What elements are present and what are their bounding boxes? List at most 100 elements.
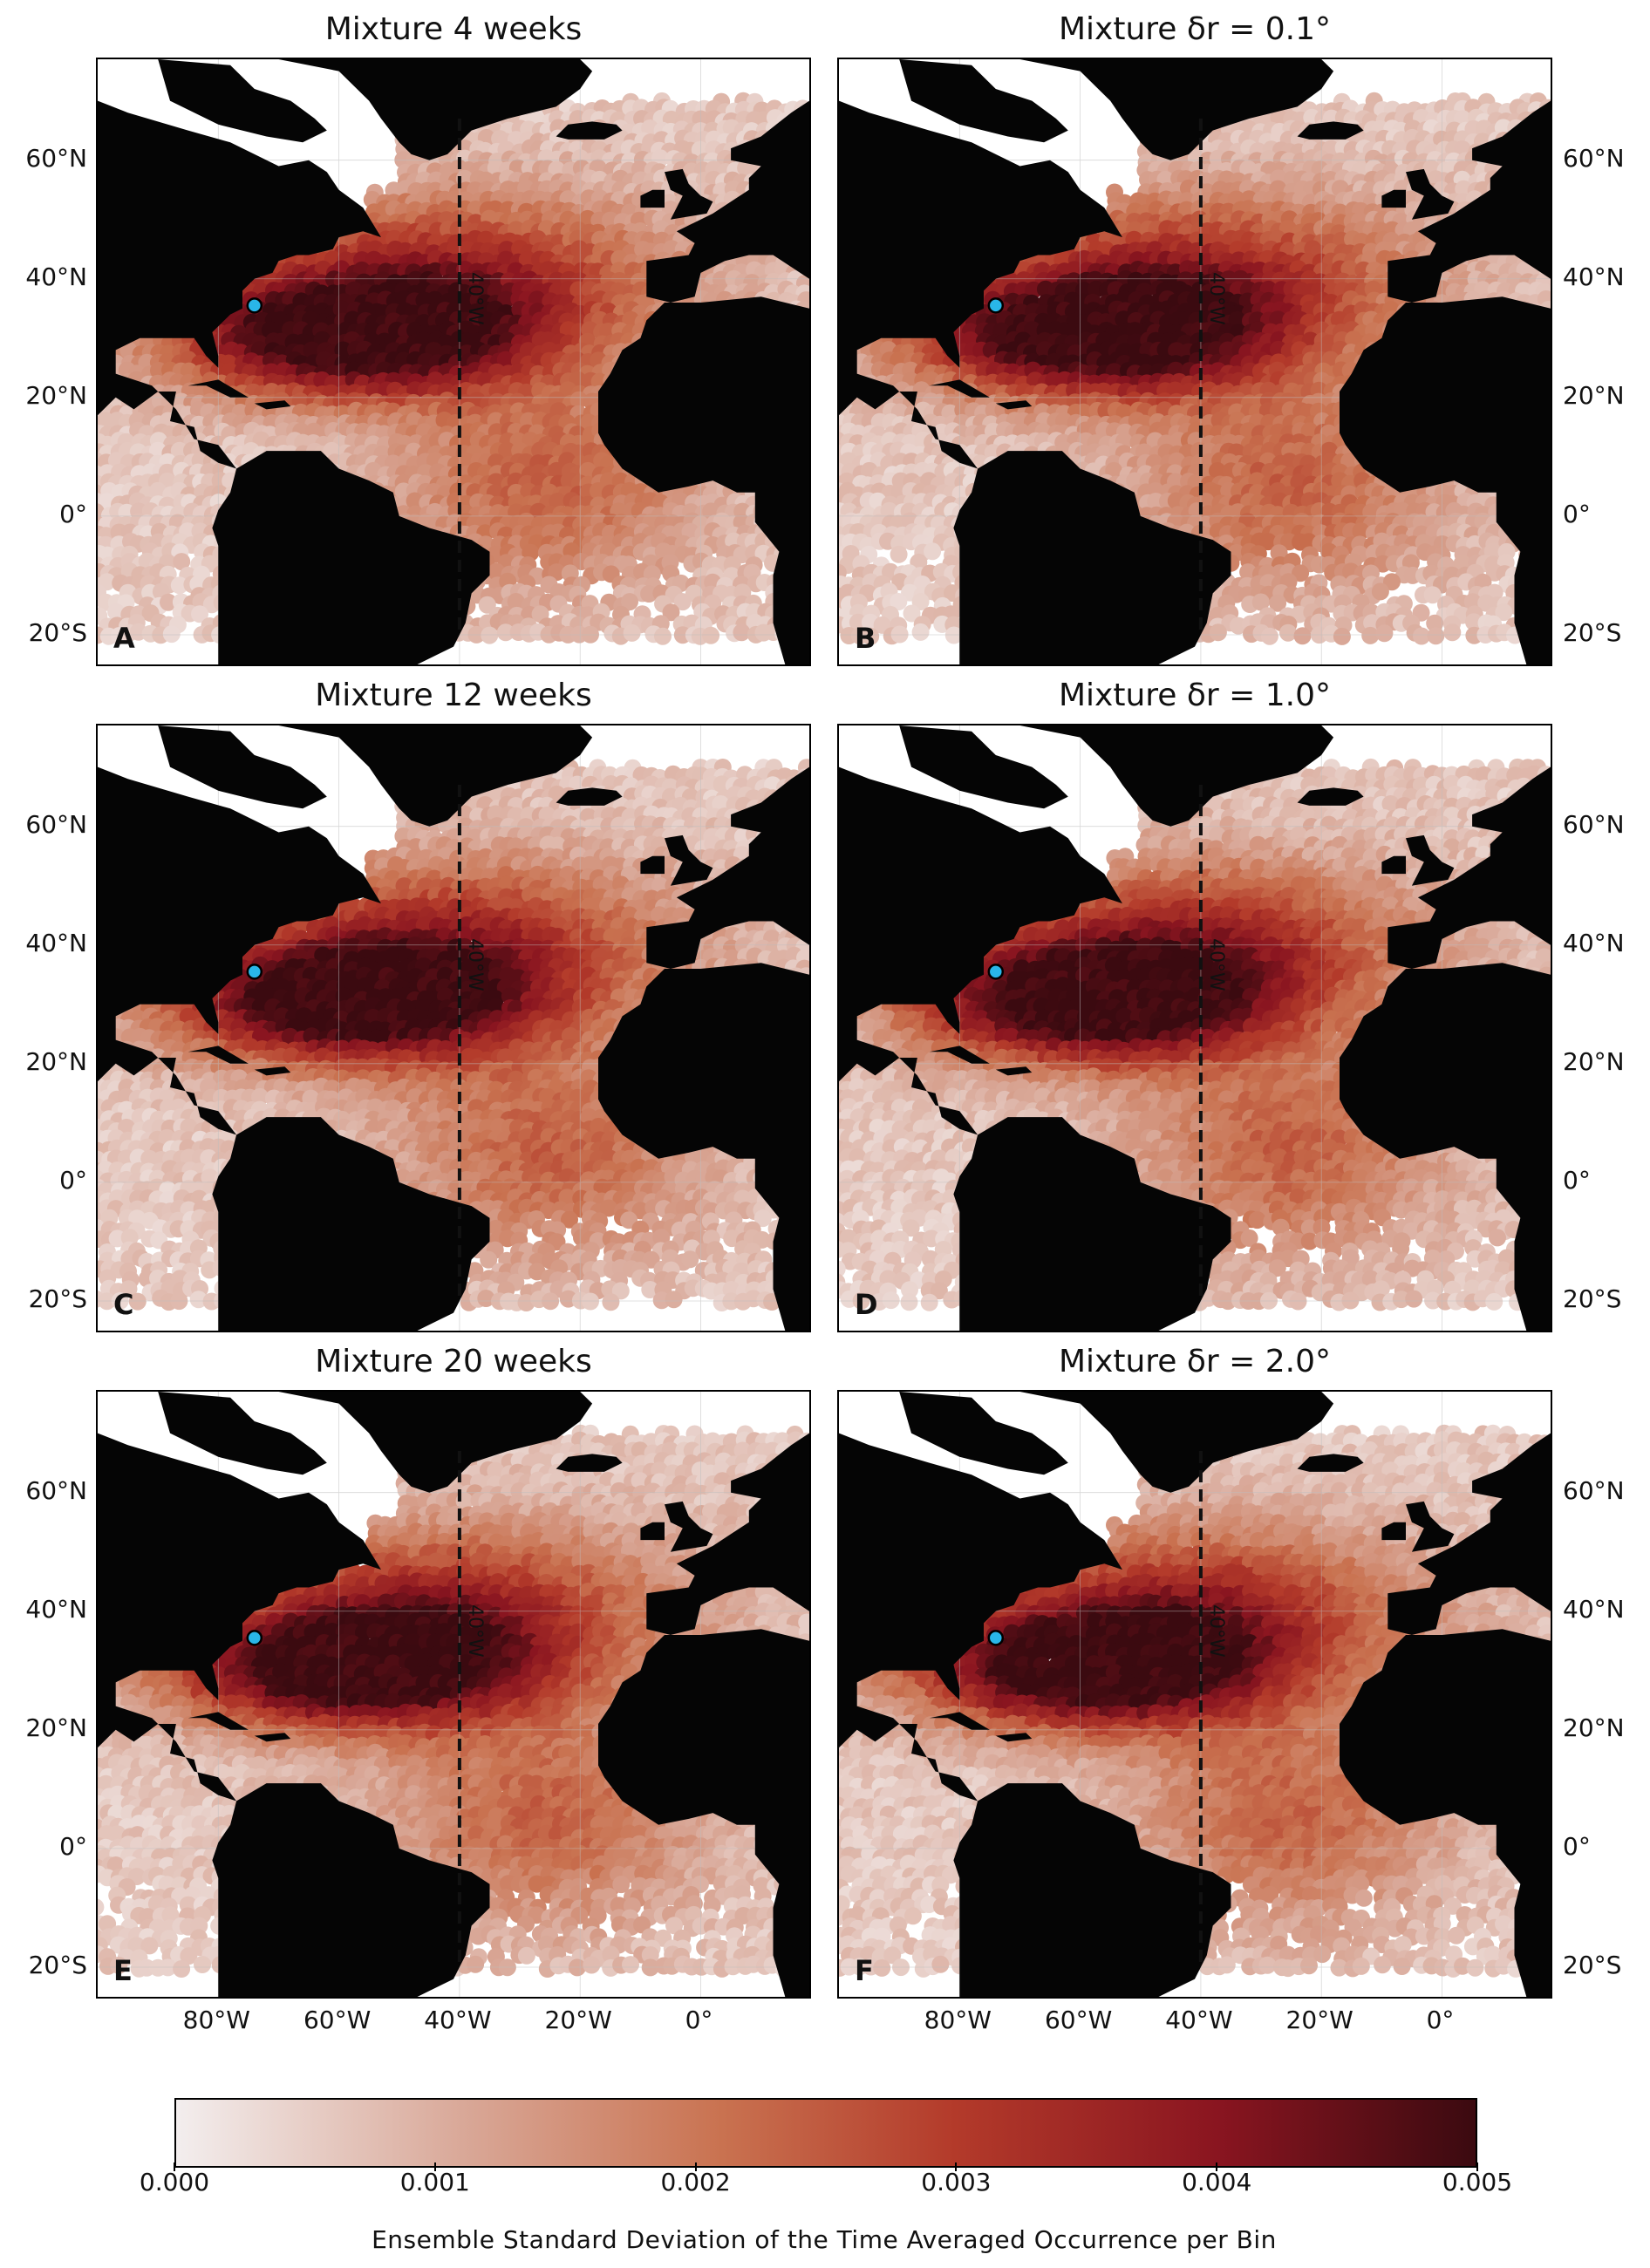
- map-frame: F 40°W: [837, 1390, 1552, 1999]
- land-greenland: [266, 725, 593, 827]
- panel-title: Mixture δr = 1.0°: [1058, 678, 1332, 713]
- land-southAmerica: [953, 1117, 1231, 1331]
- map-svg: [98, 1392, 809, 1997]
- land-northAmerica: [839, 725, 1122, 1135]
- land-ireland: [640, 855, 665, 875]
- land-iceland: [1297, 121, 1364, 140]
- land-europe: [1388, 59, 1551, 303]
- panel-title: Mixture 20 weeks: [315, 1344, 592, 1379]
- colorbar-tick-mark: [1476, 2162, 1478, 2171]
- longitude-tick: 0°: [685, 2006, 713, 2034]
- land-africa: [1340, 1629, 1551, 1997]
- latitude-tick: 0°: [1563, 499, 1591, 528]
- release-site-marker: [987, 297, 1005, 314]
- land-greenland: [266, 59, 593, 160]
- latitude-tick: 0°: [1563, 1831, 1591, 1861]
- land-masses: [98, 1392, 809, 1997]
- land-northAmerica: [98, 725, 381, 1135]
- land-europe: [1388, 725, 1551, 969]
- latitude-tick: 20°N: [25, 1713, 87, 1742]
- map-panel: C 40°W: [96, 724, 811, 1332]
- land-southAmerica: [212, 1783, 490, 1997]
- map-frame: E 40°W: [96, 1390, 811, 1999]
- latitude-tick: 20°N: [1563, 1713, 1625, 1742]
- land-iceland: [556, 121, 623, 140]
- map-panel: F 40°W: [837, 1390, 1552, 1999]
- map-frame: B 40°W: [837, 58, 1552, 666]
- land-baffin: [899, 59, 1068, 143]
- land-britain: [665, 168, 713, 220]
- map-frame: C 40°W: [96, 724, 811, 1332]
- land-cuba: [188, 379, 249, 398]
- longitude-tick: 60°W: [303, 2006, 372, 2034]
- land-northAmerica: [98, 59, 381, 469]
- latitude-tick: 0°: [1563, 1165, 1591, 1195]
- latitude-tick: 20°N: [1563, 380, 1625, 410]
- panel-title: Mixture δr = 0.1°: [1058, 11, 1332, 47]
- map-svg: [98, 725, 809, 1331]
- latitude-tick: 20°N: [1563, 1046, 1625, 1076]
- land-ireland: [1381, 189, 1406, 208]
- land-cuba: [929, 1712, 990, 1730]
- panel-letter: D: [855, 1288, 878, 1321]
- land-baffin: [158, 59, 327, 143]
- latitude-tick: 20°S: [1563, 617, 1622, 647]
- land-africa: [1340, 296, 1551, 664]
- land-iceland: [1297, 1454, 1364, 1472]
- panel-letter: C: [113, 1288, 134, 1321]
- land-britain: [665, 1501, 713, 1552]
- land-ireland: [1381, 1522, 1406, 1541]
- latitude-tick: 0°: [59, 1831, 87, 1861]
- latitude-tick: 60°N: [1563, 1475, 1625, 1505]
- land-hispaniola: [254, 1066, 291, 1076]
- land-cuba: [929, 379, 990, 398]
- land-masses: [839, 725, 1551, 1331]
- land-ireland: [1381, 855, 1406, 875]
- latitude-tick: 60°N: [1563, 143, 1625, 173]
- latitude-tick: 20°S: [1563, 1284, 1622, 1313]
- colorbar-label: Ensemble Standard Deviation of the Time …: [372, 2225, 1277, 2254]
- colorbar-tick-label: 0.002: [660, 2168, 731, 2196]
- land-africa: [598, 1629, 809, 1997]
- panel-title: Mixture 4 weeks: [324, 11, 583, 47]
- panel-letter: A: [113, 622, 135, 655]
- panel-letter: B: [855, 622, 876, 655]
- land-northAmerica: [839, 59, 1122, 469]
- map-svg: [98, 59, 809, 664]
- latitude-tick: 20°N: [25, 1046, 87, 1076]
- meridian-40w-label: 40°W: [1204, 937, 1227, 991]
- latitude-tick: 20°S: [1563, 1950, 1622, 1979]
- latitude-tick: 40°N: [25, 1594, 87, 1624]
- latitude-tick: 60°N: [25, 143, 87, 173]
- release-site-marker: [987, 964, 1005, 980]
- land-masses: [98, 59, 809, 664]
- land-hispaniola: [995, 1066, 1033, 1076]
- latitude-tick: 0°: [59, 499, 87, 528]
- land-baffin: [158, 1392, 327, 1475]
- latitude-tick: 40°N: [1563, 928, 1625, 957]
- land-europe: [1388, 1392, 1551, 1635]
- latitude-tick: 0°: [59, 1165, 87, 1195]
- panel-letter: E: [113, 1954, 133, 1987]
- colorbar-tick-label: 0.003: [921, 2168, 992, 2196]
- longitude-tick: 40°W: [424, 2006, 492, 2034]
- panel-letter: F: [855, 1954, 874, 1987]
- land-africa: [598, 963, 809, 1331]
- latitude-tick: 20°S: [28, 1284, 87, 1313]
- latitude-tick: 60°N: [25, 809, 87, 839]
- release-site-marker: [246, 964, 263, 980]
- latitude-tick: 20°S: [28, 617, 87, 647]
- land-iceland: [556, 787, 623, 806]
- land-cuba: [188, 1712, 249, 1730]
- land-greenland: [1007, 59, 1334, 160]
- longitude-tick: 60°W: [1044, 2006, 1113, 2034]
- colorbar-tick-label: 0.001: [399, 2168, 470, 2196]
- latitude-tick: 60°N: [1563, 809, 1625, 839]
- map-svg: [839, 725, 1551, 1331]
- land-cuba: [188, 1045, 249, 1064]
- meridian-40w-label: 40°W: [463, 937, 486, 991]
- land-baffin: [899, 725, 1068, 809]
- map-panel: B 40°W: [837, 58, 1552, 666]
- meridian-40w-label: 40°W: [1204, 271, 1227, 325]
- latitude-tick: 40°N: [25, 262, 87, 291]
